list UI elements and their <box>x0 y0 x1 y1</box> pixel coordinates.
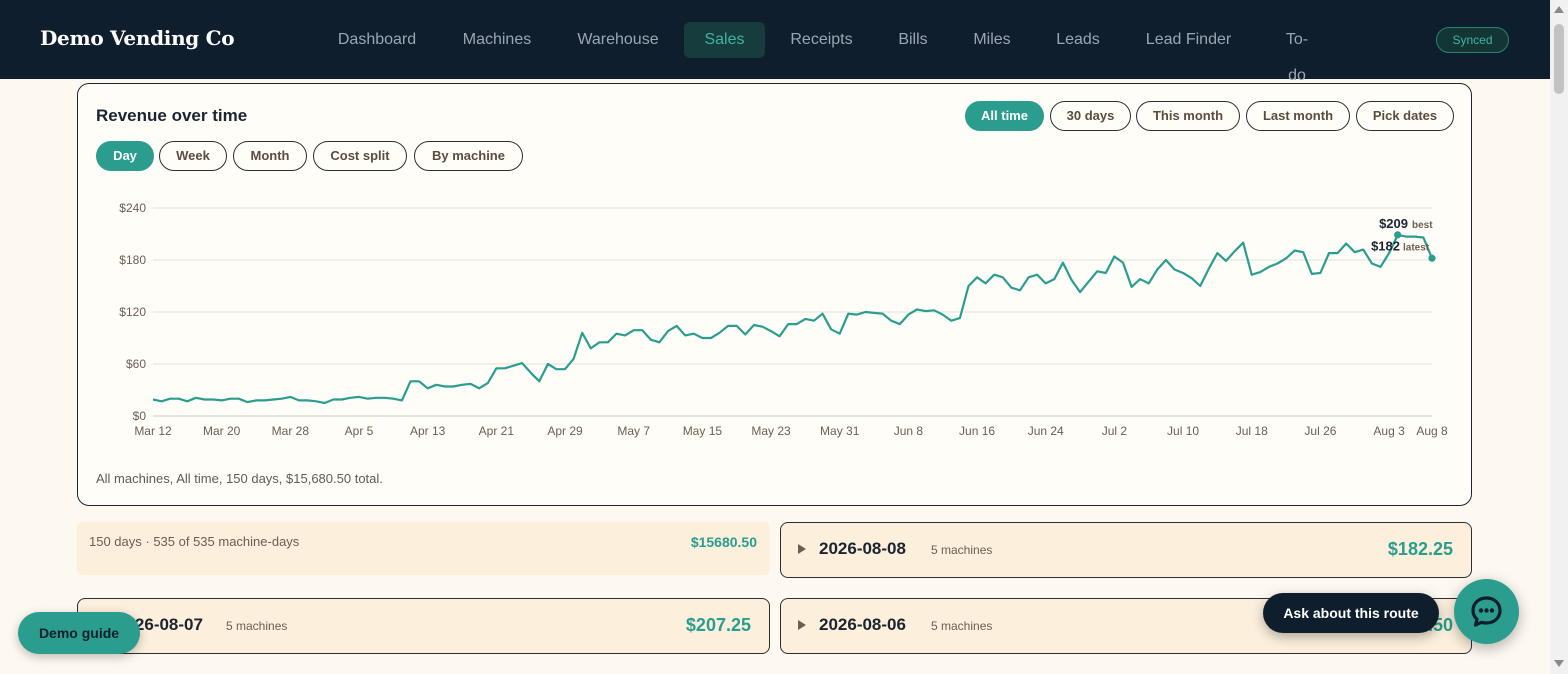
nav-todo[interactable]: To-do <box>1285 31 1309 84</box>
day-date: 2026-08-06 <box>819 615 906 634</box>
x-tick-label: Aug 3 <box>1373 424 1405 438</box>
x-tick-label: Jun 8 <box>894 424 924 438</box>
x-tick-label: Apr 29 <box>547 424 583 438</box>
top-nav-bar: Demo Vending Co Dashboard Machines Wareh… <box>0 0 1550 84</box>
x-tick-label: May 23 <box>751 424 791 438</box>
nav-leads[interactable]: Leads <box>1056 31 1100 48</box>
x-tick-label: May 31 <box>820 424 860 438</box>
best-point-marker <box>1394 231 1402 239</box>
y-tick-label: $180 <box>119 253 146 267</box>
x-tick-label: Jul 10 <box>1167 424 1199 438</box>
chart-summary-text: All machines, All time, 150 days, $15,68… <box>96 471 383 486</box>
nav-lead-finder[interactable]: Lead Finder <box>1145 31 1232 48</box>
x-tick-label: Apr 13 <box>410 424 446 438</box>
group-day-button[interactable]: Day <box>96 141 154 171</box>
range-this-month-button[interactable]: This month <box>1136 101 1240 131</box>
day-machine-count: 5 machines <box>931 619 993 633</box>
x-tick-label: Mar 28 <box>272 424 310 438</box>
scroll-up-arrow-icon[interactable] <box>1554 6 1564 13</box>
expand-caret-icon[interactable] <box>798 620 806 630</box>
range-30-days-button[interactable]: 30 days <box>1050 101 1131 131</box>
nav-machines[interactable]: Machines <box>462 31 532 48</box>
x-tick-label: May 7 <box>617 424 650 438</box>
best-value-label: $209 <box>1379 216 1408 231</box>
chart-card-title: Revenue over time <box>96 106 248 125</box>
x-tick-label: Jun 24 <box>1028 424 1064 438</box>
scrollbar-thumb[interactable] <box>1554 24 1564 94</box>
x-tick-label: Mar 20 <box>203 424 241 438</box>
x-tick-label: Jun 16 <box>959 424 995 438</box>
y-tick-label: $60 <box>126 357 146 371</box>
y-tick-label: $240 <box>119 201 146 215</box>
best-tag-label: best <box>1412 220 1433 231</box>
chat-bubble-icon <box>1471 596 1502 627</box>
x-tick-label: Mar 12 <box>134 424 172 438</box>
revenue-line-chart: $0 $60 $120 $180 $240 Mar 12 Mar 20 Mar 28 Apr 5… <box>119 201 1448 438</box>
nav-warehouse[interactable]: Warehouse <box>577 31 659 48</box>
x-tick-label: Apr 21 <box>479 424 515 438</box>
day-row-2026-08-07[interactable]: 2026-08-07 5 machines $207.25 <box>77 598 770 654</box>
y-tick-label: $120 <box>119 305 146 319</box>
day-row-2026-08-08[interactable]: 2026-08-08 5 machines $182.25 <box>780 522 1472 578</box>
nav-sales[interactable]: Sales <box>684 22 765 58</box>
x-tick-label: Jul 18 <box>1236 424 1268 438</box>
day-machine-count: 5 machines <box>226 619 288 633</box>
nav-miles[interactable]: Miles <box>973 31 1011 48</box>
brand-logo-text[interactable]: Demo Vending Co <box>40 26 235 50</box>
range-all-time-button[interactable]: All time <box>965 101 1044 131</box>
summary-total-amount: $15680.50 <box>690 534 757 550</box>
x-tick-label: Jul 2 <box>1102 424 1128 438</box>
latest-point-marker <box>1428 254 1436 262</box>
page-scrollbar[interactable] <box>1550 0 1568 674</box>
nav-dashboard[interactable]: Dashboard <box>337 31 417 48</box>
range-pick-dates-button[interactable]: Pick dates <box>1356 101 1454 131</box>
day-machine-count: 5 machines <box>931 543 993 557</box>
ask-about-route-button[interactable]: Ask about this route <box>1263 593 1439 633</box>
latest-value-label: $182 <box>1371 238 1400 253</box>
x-tick-label: Apr 5 <box>345 424 374 438</box>
x-tick-label: Aug 8 <box>1416 424 1448 438</box>
group-by-machine-button[interactable]: By machine <box>414 141 523 171</box>
chat-open-button[interactable] <box>1454 579 1519 644</box>
y-tick-label: $0 <box>133 409 147 423</box>
group-month-button[interactable]: Month <box>233 141 307 171</box>
day-amount: $182.25 <box>1387 539 1453 559</box>
x-tick-label: Jul 26 <box>1304 424 1336 438</box>
sync-status-badge: Synced <box>1436 27 1509 53</box>
scroll-down-arrow-icon[interactable] <box>1554 660 1564 667</box>
range-last-month-button[interactable]: Last month <box>1246 101 1350 131</box>
demo-guide-button[interactable]: Demo guide <box>18 612 140 654</box>
group-week-button[interactable]: Week <box>159 141 227 171</box>
group-cost-split-button[interactable]: Cost split <box>313 141 407 171</box>
day-amount: $207.25 <box>685 615 751 635</box>
nav-bills[interactable]: Bills <box>898 31 928 48</box>
expand-caret-icon[interactable] <box>798 544 806 554</box>
day-date: 2026-08-08 <box>819 539 906 558</box>
nav-receipts[interactable]: Receipts <box>790 31 853 48</box>
revenue-series-line <box>152 233 1434 405</box>
x-tick-label: May 15 <box>683 424 723 438</box>
summary-days-text: 150 days · 535 of 535 machine-days <box>89 534 300 549</box>
summary-panel: 150 days · 535 of 535 machine-days $1568… <box>77 522 770 575</box>
revenue-chart-card: Revenue over time All time 30 days This … <box>77 83 1472 506</box>
latest-tag-label: latest <box>1403 242 1430 253</box>
